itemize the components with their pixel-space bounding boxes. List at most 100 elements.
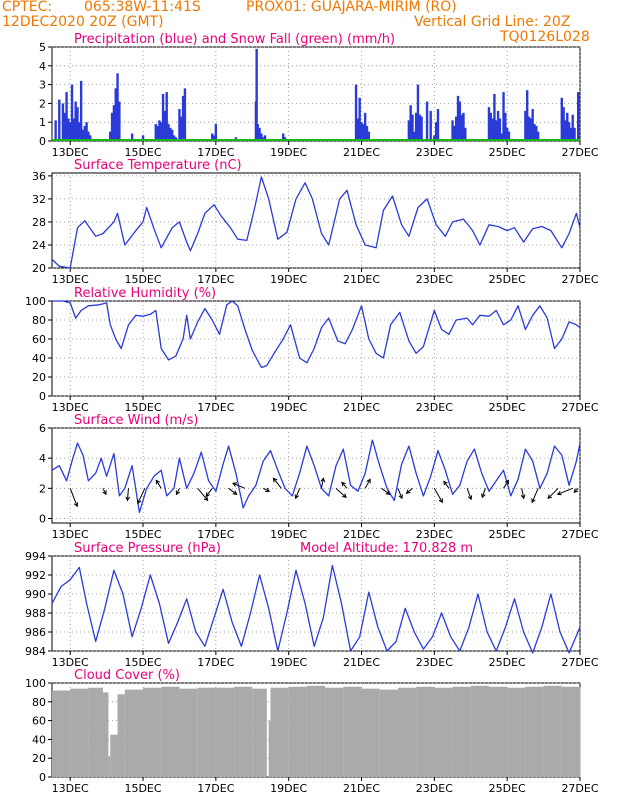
wind-arrow-head xyxy=(155,479,160,485)
precip-bar xyxy=(411,114,414,141)
x-tick-label: 17DEC xyxy=(197,528,234,541)
wind-arrow-head xyxy=(73,502,79,508)
precip-bar xyxy=(524,110,527,141)
x-tick-label: 21DEC xyxy=(343,273,380,286)
y-tick-label: 40 xyxy=(32,352,46,365)
x-tick-label: 25DEC xyxy=(489,782,526,795)
precip-bar xyxy=(436,109,440,141)
x-tick-label: 23DEC xyxy=(416,656,453,669)
y-tick-label: 0 xyxy=(39,771,46,784)
precip-bar xyxy=(505,127,509,141)
x-tick-label: 21DEC xyxy=(343,401,380,414)
precip-bar xyxy=(79,80,83,141)
cloud-bar xyxy=(110,734,118,777)
x-tick-label: 13DEC xyxy=(52,146,89,159)
precip-bar xyxy=(493,94,496,141)
wind-arrow xyxy=(547,487,559,499)
precip-bar xyxy=(163,110,167,141)
precip-bar xyxy=(500,133,503,141)
cloud-bar xyxy=(270,687,289,777)
precip-bar xyxy=(130,133,134,141)
panel-2: 0 20 40 60 80 100 13DEC 15DEC 17DEC 19DEC 21DEC 23D… xyxy=(25,286,599,414)
wind-arrow xyxy=(433,488,443,503)
wind-arrow-head xyxy=(102,490,107,496)
precip-bar xyxy=(141,135,145,141)
wind-arrow xyxy=(69,488,78,507)
x-tick-label: 17DEC xyxy=(197,656,234,669)
precip-bar xyxy=(161,94,165,141)
x-tick-label: 25DEC xyxy=(489,146,526,159)
x-tick-label: 25DEC xyxy=(489,528,526,541)
cloud-bar xyxy=(117,694,125,777)
wind-arrow xyxy=(443,481,450,489)
x-tick-label: 21DEC xyxy=(343,528,380,541)
precip-bar xyxy=(156,125,159,141)
cloud-bar xyxy=(52,690,71,777)
cloud-bar xyxy=(507,687,526,777)
precip-bar xyxy=(255,48,258,141)
precip-bar xyxy=(67,118,70,141)
cloud-bar xyxy=(268,720,271,777)
x-tick-label: 13DEC xyxy=(52,401,89,414)
precip-bar xyxy=(69,122,72,141)
y-tick-label: 40 xyxy=(32,733,46,746)
x-tick-label: 25DEC xyxy=(489,656,526,669)
precip-bar xyxy=(258,127,261,141)
precip-bar xyxy=(564,120,567,141)
wind-arrow xyxy=(341,481,348,489)
precip-bar xyxy=(58,99,61,141)
cloud-bar xyxy=(470,685,489,777)
y-tick-label: 2 xyxy=(39,482,46,495)
y-tick-label: 992 xyxy=(25,569,46,582)
precip-bar xyxy=(458,101,462,141)
x-tick-label: 17DEC xyxy=(197,401,234,414)
x-tick-label: 13DEC xyxy=(52,273,89,286)
panel-4: 984 986 988 990 992 994 13DEC 15DEC 17DEC 19DEC 21… xyxy=(25,541,599,669)
cloud-bar xyxy=(102,692,109,777)
panel-frame xyxy=(51,555,581,652)
cloud-bar xyxy=(70,688,89,777)
precip-bar xyxy=(567,122,571,141)
wind-arrow xyxy=(521,488,525,499)
x-tick-label: 21DEC xyxy=(343,146,380,159)
y-tick-label: 20 xyxy=(32,752,46,765)
y-tick-label: 24 xyxy=(32,239,46,252)
precip-bar xyxy=(409,105,412,141)
x-tick-label: 13DEC xyxy=(52,528,89,541)
panel-title: Precipitation (blue) and Snow Fall (gree… xyxy=(74,32,395,47)
precip-bar xyxy=(81,129,85,141)
header-source: CPTEC: xyxy=(2,0,53,15)
panel-title: Cloud Cover (%) xyxy=(74,668,180,683)
precip-bar xyxy=(451,120,454,141)
precip-bar xyxy=(178,109,181,141)
precip-bar xyxy=(109,131,112,141)
y-tick-label: 988 xyxy=(25,607,46,620)
wind-arrow-head xyxy=(573,488,579,494)
precip-bar xyxy=(418,114,421,141)
y-tick-label: 32 xyxy=(32,193,46,206)
precip-bar xyxy=(429,110,432,141)
precip-bar xyxy=(110,112,114,141)
x-tick-label: 17DEC xyxy=(197,146,234,159)
precip-bar xyxy=(507,131,511,141)
y-tick-label: 80 xyxy=(32,314,46,327)
panel-0: 0 1 2 3 4 5 13DEC 15DEC 17DEC 19DEC 21DEC 23DEC 25DE… xyxy=(39,32,599,159)
wind-arrow-head xyxy=(265,487,271,492)
cloud-bar xyxy=(124,689,144,777)
y-tick-label: 100 xyxy=(25,295,46,308)
precip-bar xyxy=(256,124,259,141)
panel-title: Surface Temperature (nC) xyxy=(74,158,242,173)
precip-bar xyxy=(460,114,463,141)
wind-arrow xyxy=(295,488,301,499)
cloud-bar xyxy=(561,686,580,777)
precip-bar xyxy=(462,112,465,141)
cloud-bar xyxy=(452,686,471,777)
wind-arrow xyxy=(126,488,129,501)
y-tick-label: 5 xyxy=(39,41,46,54)
precip-bar xyxy=(160,122,163,141)
cloud-bar xyxy=(343,686,362,777)
cloud-bar xyxy=(543,685,562,777)
cloud-bar xyxy=(252,688,267,777)
x-tick-label: 27DEC xyxy=(561,528,598,541)
wind-arrow xyxy=(205,488,213,497)
